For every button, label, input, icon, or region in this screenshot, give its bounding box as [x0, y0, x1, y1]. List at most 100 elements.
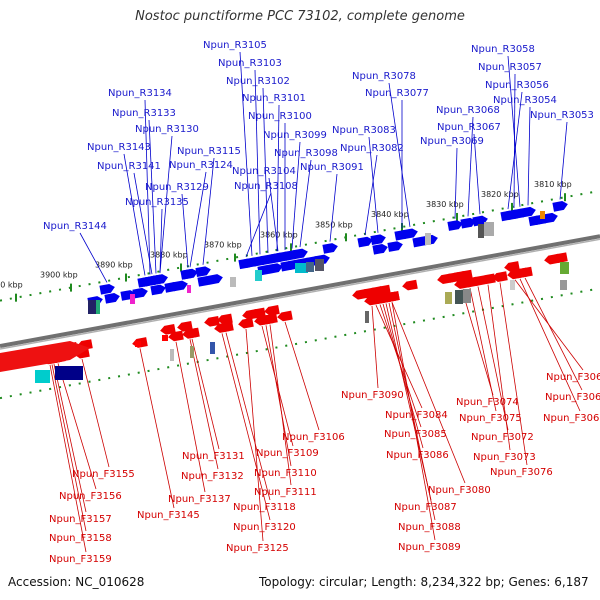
forward-gene-connector — [499, 282, 528, 466]
forward-gene-label: Npun_F3137 — [168, 494, 231, 505]
ruler-tick-label: 3900 kbp — [40, 271, 78, 280]
reverse-gene-arrow — [394, 229, 410, 241]
reverse-gene-arrow — [460, 217, 476, 229]
forward-gene-label: Npun_F3064 — [546, 372, 600, 383]
feature-block — [210, 342, 215, 354]
reverse-gene-connector — [79, 232, 108, 283]
forward-gene-label: Npun_F3156 — [59, 491, 122, 502]
forward-gene-label: Npun_F3125 — [226, 543, 289, 554]
genome-backbone — [0, 234, 600, 348]
ruler-tick-label: 3870 kbp — [204, 241, 242, 250]
reverse-gene-connector — [144, 99, 151, 275]
reverse-gene-connector — [507, 91, 523, 210]
genome-backbone-edge — [0, 238, 600, 350]
reverse-gene-connector — [181, 193, 189, 268]
forward-gene-label: Npun_F3110 — [254, 468, 317, 479]
forward-gene-connector — [477, 286, 509, 431]
forward-gene-label: Npun_F3080 — [428, 485, 491, 496]
forward-gene-connector — [524, 277, 583, 391]
ruler-tick-label: 3840 kbp — [371, 210, 409, 219]
accession-label: Accession: NC_010628 — [8, 575, 145, 589]
reverse-gene-arrow — [132, 287, 148, 299]
forward-gene-connector — [261, 325, 294, 447]
forward-gene-arrow — [375, 284, 391, 296]
reverse-gene-connector — [513, 73, 516, 208]
forward-gene-arrow — [402, 279, 418, 291]
reverse-gene-arrow — [370, 234, 386, 246]
reverse-gene-arrow — [207, 274, 223, 285]
forward-gene-connector — [284, 321, 320, 431]
feature-block — [255, 270, 262, 281]
feature-block — [55, 366, 83, 380]
feature-block — [295, 263, 308, 273]
reverse-gene-connector — [291, 141, 301, 249]
reverse-gene-connector — [329, 173, 338, 242]
reverse-gene-label: Npun_R3100 — [248, 111, 312, 122]
reverse-gene-label: Npun_R3134 — [108, 88, 172, 99]
forward-gene-arrow — [242, 309, 258, 320]
forward-gene-label: Npun_F3155 — [72, 469, 135, 480]
forward-gene-connector — [265, 325, 292, 467]
feature-block — [88, 300, 97, 314]
map-title: Nostoc punctiforme PCC 73102, complete g… — [135, 9, 465, 24]
reverse-gene-label: Npun_R3091 — [300, 162, 364, 173]
reverse-gene-arrow — [520, 206, 536, 218]
reverse-gene-connector — [262, 87, 269, 253]
reverse-gene-connector — [245, 192, 272, 258]
forward-gene-arrow — [264, 305, 280, 316]
reverse-gene-connector — [368, 136, 379, 233]
reverse-gene-label: Npun_R3129 — [145, 182, 209, 193]
ruler-tick-label: 3860 kbp — [260, 230, 298, 239]
forward-gene-connector — [391, 302, 466, 484]
feature-block — [306, 262, 314, 272]
forward-gene-label: Npun_F3131 — [182, 451, 245, 462]
forward-gene-arrow — [217, 313, 233, 325]
forward-gene-label: Npun_F3111 — [254, 487, 317, 498]
ruler-tick-label: 3810 kbp — [534, 180, 572, 189]
reverse-gene-label: Npun_R3102 — [226, 76, 290, 87]
reverse-gene-arrow — [372, 243, 388, 255]
feature-block — [190, 346, 194, 358]
reverse-gene-label: Npun_R3099 — [263, 130, 327, 141]
forward-gene-label: Npun_F3106 — [282, 432, 345, 443]
feature-block — [187, 285, 191, 293]
feature-block — [484, 222, 494, 236]
forward-gene-label: Npun_F3145 — [137, 510, 200, 521]
forward-gene-arrow — [277, 310, 293, 322]
forward-gene-label: Npun_F3073 — [473, 452, 536, 463]
forward-gene-arrow — [204, 316, 220, 327]
feature-block — [445, 292, 452, 304]
forward-gene-label: Npun_F3066 — [543, 413, 600, 424]
forward-gene-label: Npun_F3086 — [386, 450, 449, 461]
reverse-gene-connector — [159, 135, 173, 273]
reverse-gene-connector — [159, 208, 163, 273]
forward-gene-arrow — [480, 273, 496, 285]
reverse-gene-label: Npun_R3144 — [43, 221, 107, 232]
reverse-gene-label: Npun_R3108 — [234, 181, 298, 192]
forward-gene-connector — [461, 289, 494, 396]
feature-block — [162, 335, 168, 341]
reverse-gene-connector — [559, 121, 568, 200]
reverse-gene-label: Npun_R3104 — [232, 166, 296, 177]
reverse-gene-connector — [202, 157, 215, 265]
ruler-tick-label: 3820 kbp — [481, 190, 519, 199]
reverse-gene-label: Npun_R3143 — [87, 142, 151, 153]
ruler-tick-label: 3830 kbp — [426, 200, 464, 209]
ruler-tick-label: 3850 kbp — [315, 220, 353, 229]
topology-label: Topology: circular; Length: 8,234,322 bp… — [259, 575, 589, 589]
ruler-tick-label: 3880 kbp — [150, 250, 188, 259]
forward-gene-label: Npun_F3087 — [394, 502, 457, 513]
forward-gene-connector — [191, 338, 220, 450]
forward-gene-connector — [51, 364, 87, 532]
ruler-tick-label: 3890 kbp — [95, 261, 133, 270]
reverse-gene-connector — [239, 51, 253, 256]
forward-gene-arrow — [470, 275, 486, 286]
forward-gene-connector — [375, 305, 423, 409]
feature-block — [96, 300, 100, 314]
feature-block — [463, 289, 471, 303]
reverse-gene-connector — [268, 177, 279, 252]
forward-gene-label: Npun_F3072 — [471, 432, 534, 443]
forward-gene-arrow — [544, 253, 560, 265]
forward-gene-connector — [371, 305, 379, 389]
forward-gene-label: Npun_F3159 — [49, 554, 112, 565]
